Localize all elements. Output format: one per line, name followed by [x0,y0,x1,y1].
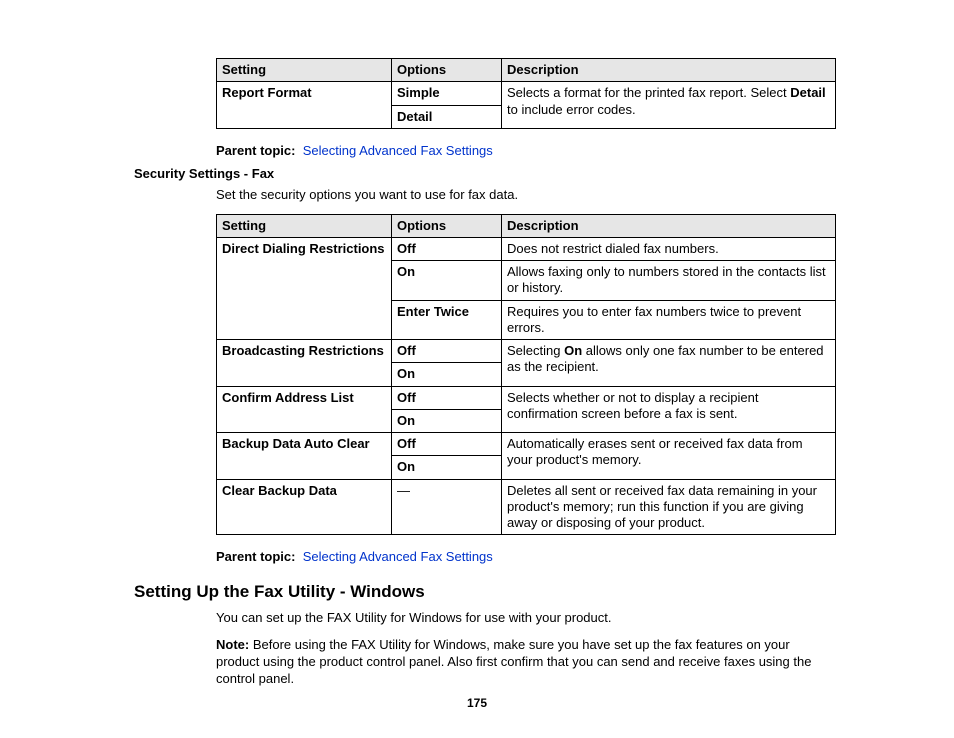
col-header-description: Description [502,59,836,82]
parent-topic-link[interactable]: Selecting Advanced Fax Settings [303,549,493,564]
option-cell: Detail [392,105,502,128]
option-cell: On [392,409,502,432]
option-cell: On [392,363,502,386]
fax-utility-note: Note: Before using the FAX Utility for W… [216,637,836,688]
description-cell: Selects whether or not to display a reci… [502,386,836,433]
parent-topic-label: Parent topic: [216,549,295,564]
parent-topic-label: Parent topic: [216,143,295,158]
report-format-table: Setting Options Description Report Forma… [216,58,836,129]
security-block: Set the security options you want to use… [216,187,836,565]
desc-text: Selects a format for the printed fax rep… [507,85,790,100]
col-header-description: Description [502,214,836,237]
fax-utility-heading: Setting Up the Fax Utility - Windows [134,582,836,602]
fax-utility-block: You can set up the FAX Utility for Windo… [216,610,836,688]
col-header-options: Options [392,59,502,82]
security-settings-heading: Security Settings - Fax [134,166,836,181]
parent-topic-line: Parent topic: Selecting Advanced Fax Set… [216,549,836,564]
document-page: Setting Options Description Report Forma… [0,0,954,738]
table1-wrap: Setting Options Description Report Forma… [216,58,836,158]
description-cell: Selects a format for the printed fax rep… [502,82,836,129]
setting-cell: Direct Dialing Restrictions [217,237,392,339]
option-cell: Enter Twice [392,300,502,340]
table-row: Backup Data Auto Clear Off Automatically… [217,433,836,456]
description-cell: Allows faxing only to numbers stored in … [502,261,836,301]
option-cell: Simple [392,82,502,105]
table-row: Broadcasting Restrictions Off Selecting … [217,340,836,363]
option-cell: Off [392,386,502,409]
option-cell: Off [392,433,502,456]
setting-cell: Report Format [217,82,392,129]
col-header-setting: Setting [217,59,392,82]
table-row: Confirm Address List Off Selects whether… [217,386,836,409]
col-header-setting: Setting [217,214,392,237]
option-cell: Off [392,340,502,363]
description-cell: Selecting On allows only one fax number … [502,340,836,387]
description-cell: Automatically erases sent or received fa… [502,433,836,480]
desc-text: Selecting [507,343,564,358]
table-row: Report Format Simple Selects a format fo… [217,82,836,105]
description-cell: Does not restrict dialed fax numbers. [502,237,836,260]
description-cell: Requires you to enter fax numbers twice … [502,300,836,340]
parent-topic-link[interactable]: Selecting Advanced Fax Settings [303,143,493,158]
page-number: 175 [0,696,954,710]
desc-bold: Detail [790,85,825,100]
parent-topic-line: Parent topic: Selecting Advanced Fax Set… [216,143,836,158]
setting-cell: Broadcasting Restrictions [217,340,392,387]
setting-cell: Clear Backup Data [217,479,392,535]
description-cell: Deletes all sent or received fax data re… [502,479,836,535]
table-header-row: Setting Options Description [217,59,836,82]
table-header-row: Setting Options Description [217,214,836,237]
desc-bold: On [564,343,582,358]
table-row: Clear Backup Data — Deletes all sent or … [217,479,836,535]
fax-utility-intro: You can set up the FAX Utility for Windo… [216,610,836,627]
setting-cell: Backup Data Auto Clear [217,433,392,480]
security-intro: Set the security options you want to use… [216,187,836,204]
col-header-options: Options [392,214,502,237]
note-label: Note: [216,637,249,652]
option-cell: On [392,261,502,301]
option-cell: — [392,479,502,535]
option-cell: Off [392,237,502,260]
setting-cell: Confirm Address List [217,386,392,433]
desc-text: to include error codes. [507,102,636,117]
option-cell: On [392,456,502,479]
security-settings-table: Setting Options Description Direct Diali… [216,214,836,536]
note-body: Before using the FAX Utility for Windows… [216,637,811,686]
table-row: Direct Dialing Restrictions Off Does not… [217,237,836,260]
